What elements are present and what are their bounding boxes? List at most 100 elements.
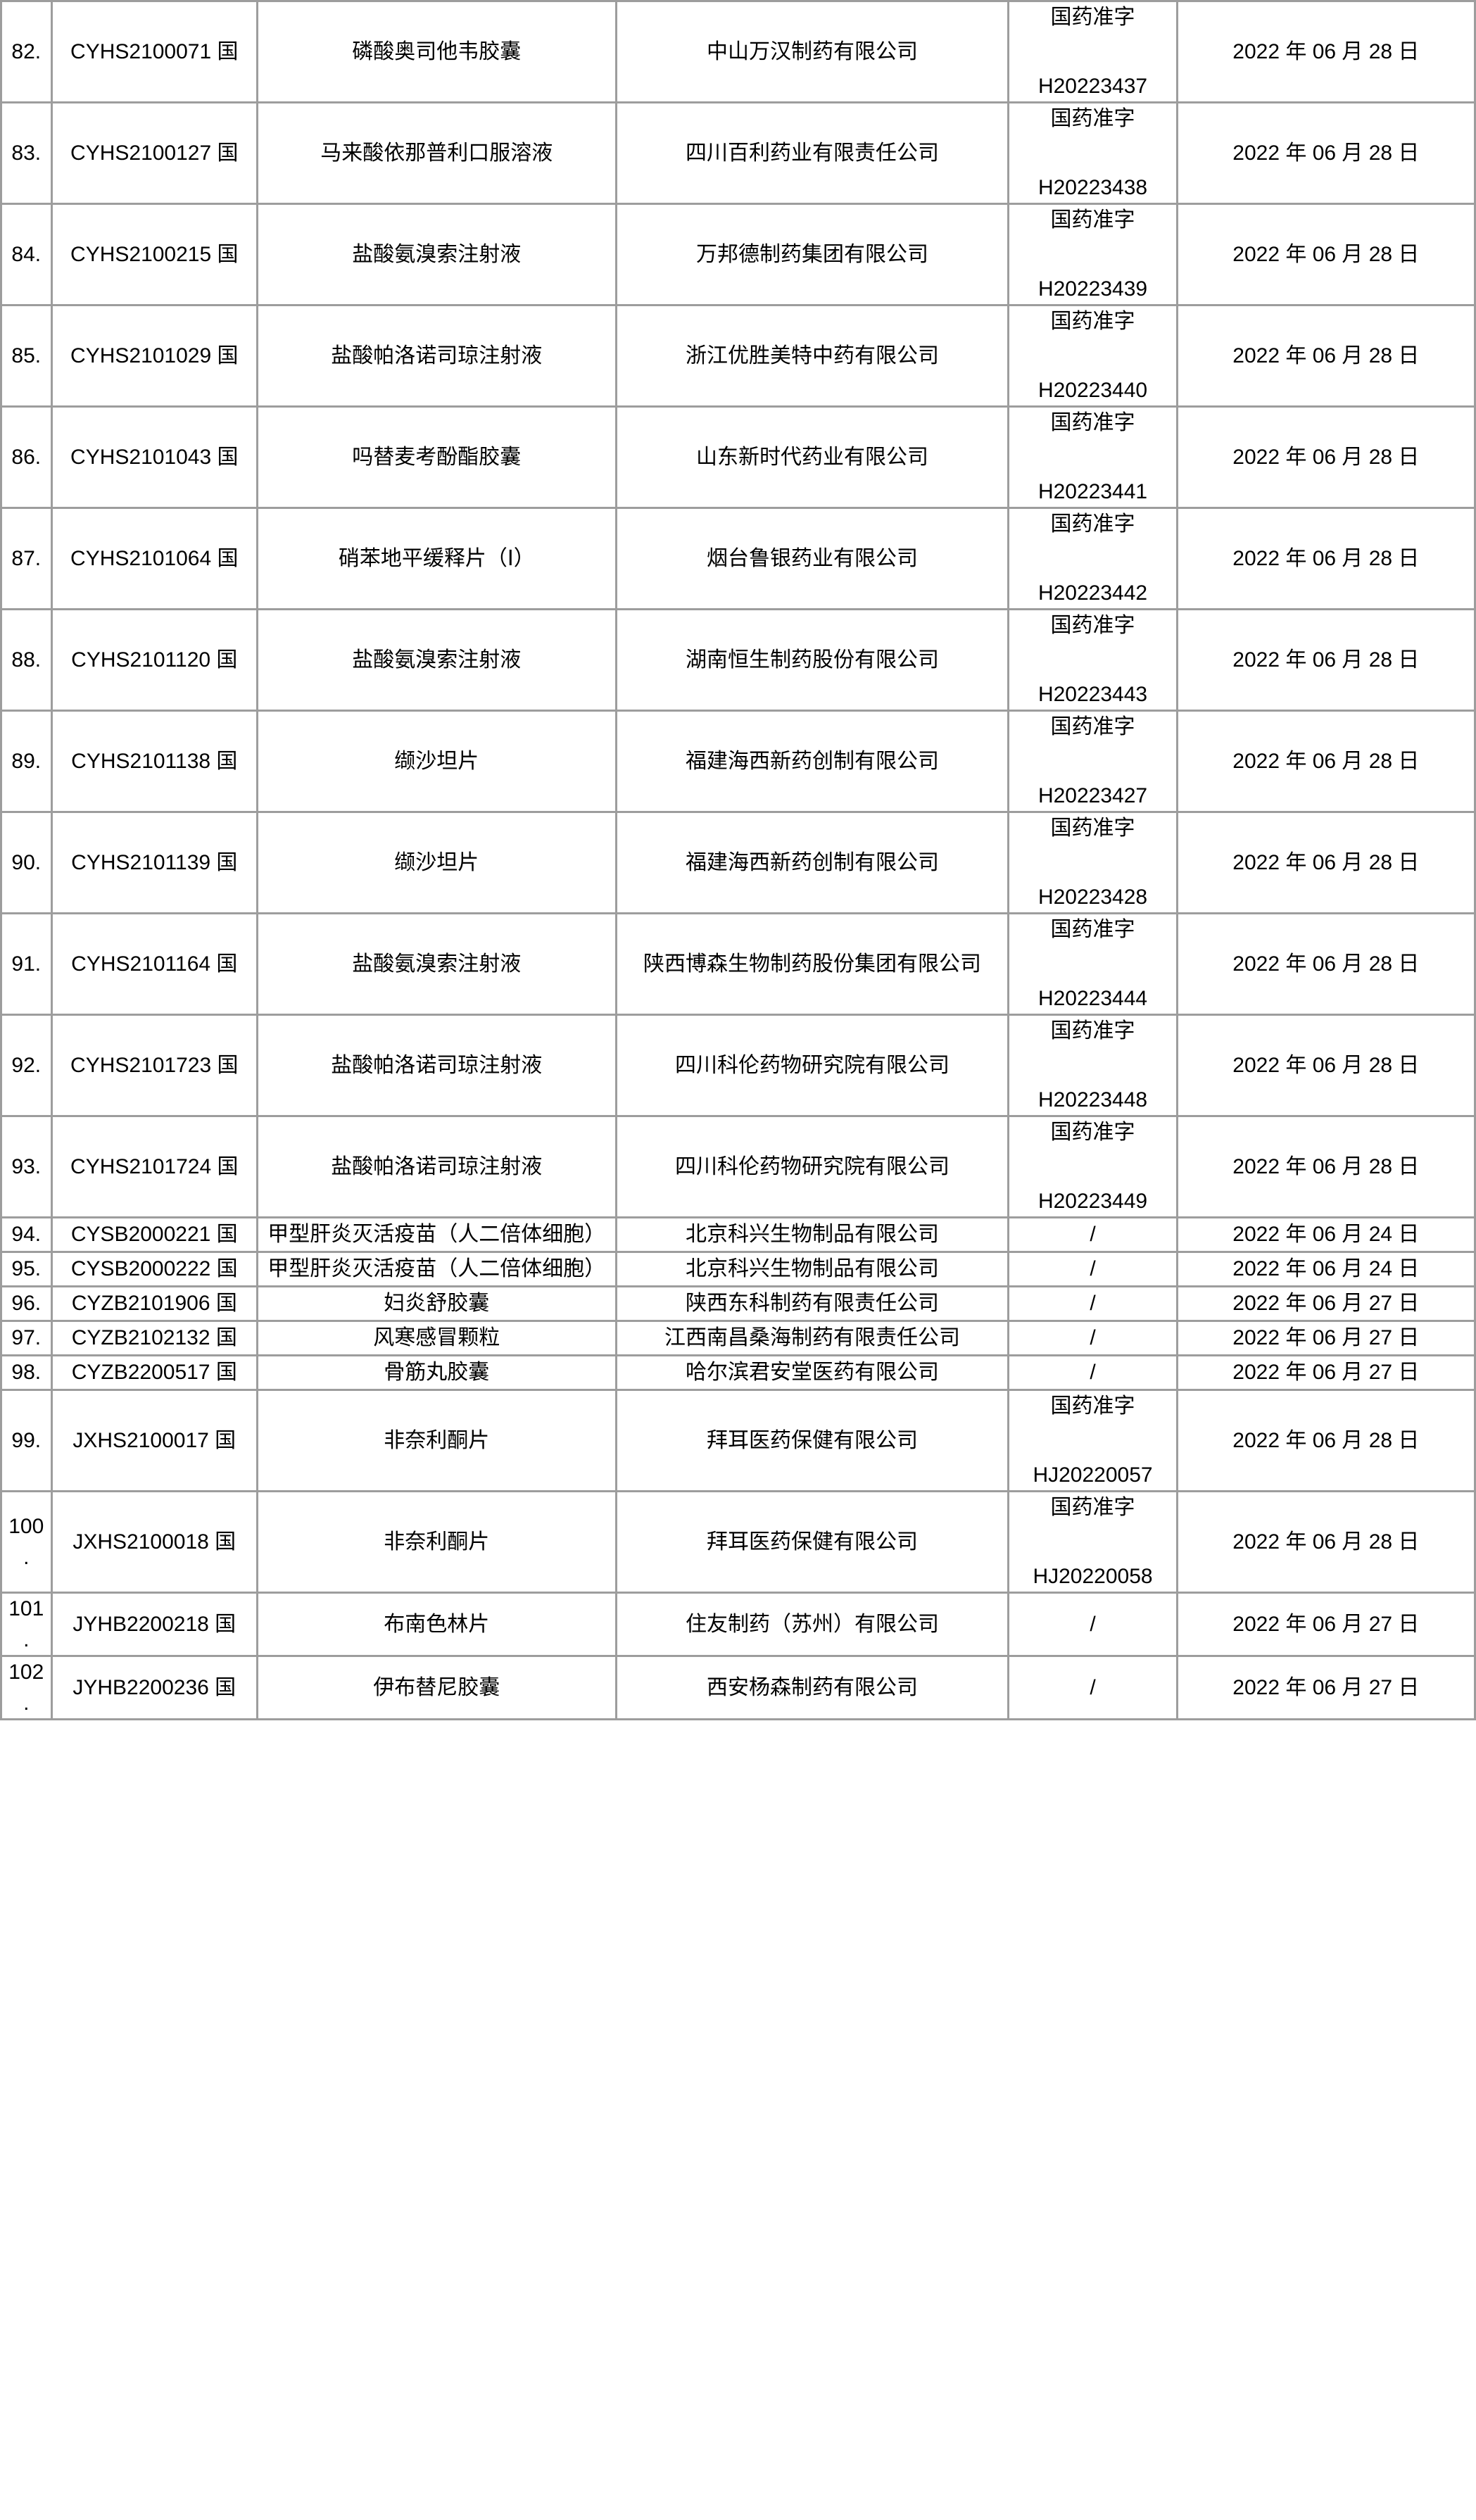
table-row: 92. CYHS2101723 国盐酸帕洛诺司琼注射液 四川科伦药物研究院有限公司国… bbox=[0, 1014, 1476, 1117]
approval-date-cell: 2022 年 06 月 28 日 bbox=[1175, 811, 1476, 914]
table-row: 86. CYHS2101043 国吗替麦考酚酯胶囊 山东新时代药业有限公司 国药准字 H… bbox=[0, 405, 1476, 509]
acceptance-number-cell: CYSB2000221 国 bbox=[50, 1216, 259, 1253]
row-index-cell: 89. bbox=[0, 710, 53, 813]
approval-number-cell: 国药准字 H20223427 bbox=[1007, 710, 1178, 813]
approval-number-cell: 国药准字 H20223428 bbox=[1007, 811, 1178, 914]
table-row: 83. CYHS2100127 国马来酸依那普利口服溶液 四川百利药业有限责任公司国… bbox=[0, 101, 1476, 205]
table-row: 84. CYHS2100215 国盐酸氨溴索注射液 万邦德制药集团有限公司 国药准字 H… bbox=[0, 203, 1476, 306]
approval-number-cell: / bbox=[1007, 1285, 1178, 1322]
row-index-cell: 99. bbox=[0, 1389, 53, 1492]
drug-name-cell: 马来酸依那普利口服溶液 bbox=[256, 101, 617, 205]
drug-approval-table: 82. CYHS2100071 国磷酸奥司他韦胶囊 中山万汉制药有限公司 国药准字 H2… bbox=[0, 0, 1476, 1720]
table-row: 90. CYHS2101139 国缬沙坦片 福建海西新药创制有限公司 国药准字 H202… bbox=[0, 811, 1476, 914]
approval-number-cell: 国药准字 H20223438 bbox=[1007, 101, 1178, 205]
approval-number-cell: / bbox=[1007, 1592, 1178, 1657]
table-row: 85. CYHS2101029 国盐酸帕洛诺司琼注射液 浙江优胜美特中药有限公司 国药… bbox=[0, 304, 1476, 408]
drug-name-cell: 盐酸氨溴索注射液 bbox=[256, 608, 617, 712]
approval-number-cell: 国药准字 HJ20220058 bbox=[1007, 1490, 1178, 1594]
approval-date-cell: 2022 年 06 月 28 日 bbox=[1175, 405, 1476, 509]
table-body: 82. CYHS2100071 国磷酸奥司他韦胶囊 中山万汉制药有限公司 国药准字 H2… bbox=[0, 0, 1476, 1720]
approval-serial: H20223442 bbox=[1037, 581, 1148, 605]
approval-date-cell: 2022 年 06 月 28 日 bbox=[1175, 0, 1476, 103]
approval-number-stack: 国药准字 H20223438 bbox=[1014, 103, 1171, 203]
row-index-cell: 93. bbox=[0, 1115, 53, 1218]
approval-number-cell: / bbox=[1007, 1655, 1178, 1720]
acceptance-number-cell: CYHS2101723 国 bbox=[50, 1014, 259, 1117]
approval-date-cell: 2022 年 06 月 28 日 bbox=[1175, 912, 1476, 1016]
approval-date-cell: 2022 年 06 月 28 日 bbox=[1175, 101, 1476, 205]
manufacturer-cell: 四川科伦药物研究院有限公司 bbox=[614, 1115, 1010, 1218]
manufacturer-cell: 哈尔滨君安堂医药有限公司 bbox=[614, 1354, 1010, 1391]
approval-number-cell: 国药准字 H20223437 bbox=[1007, 0, 1178, 103]
table-row: 91. CYHS2101164 国盐酸氨溴索注射液 陕西博森生物制药股份集团有限公司… bbox=[0, 912, 1476, 1016]
approval-date-cell: 2022 年 06 月 28 日 bbox=[1175, 608, 1476, 712]
approval-number-stack: 国药准字 H20223440 bbox=[1014, 306, 1171, 405]
manufacturer-cell: 北京科兴生物制品有限公司 bbox=[614, 1251, 1010, 1287]
drug-name-cell: 非奈利酮片 bbox=[256, 1490, 617, 1594]
approval-prefix: 国药准字 bbox=[1050, 1121, 1135, 1144]
approval-date-cell: 2022 年 06 月 28 日 bbox=[1175, 1014, 1476, 1117]
manufacturer-cell: 万邦德制药集团有限公司 bbox=[614, 203, 1010, 306]
acceptance-number-cell: CYHS2101724 国 bbox=[50, 1115, 259, 1218]
approval-serial: H20223437 bbox=[1037, 74, 1148, 98]
row-index-cell: 97. bbox=[0, 1320, 53, 1356]
drug-name-cell: 盐酸帕洛诺司琼注射液 bbox=[256, 1115, 617, 1218]
row-index-cell: 102. bbox=[0, 1655, 53, 1720]
approval-number-stack: 国药准字 H20223444 bbox=[1014, 914, 1171, 1014]
drug-name-cell: 缬沙坦片 bbox=[256, 710, 617, 813]
manufacturer-cell: 烟台鲁银药业有限公司 bbox=[614, 507, 1010, 610]
approval-number-cell: / bbox=[1007, 1320, 1178, 1356]
approval-serial: H20223444 bbox=[1037, 986, 1148, 1010]
drug-name-cell: 布南色林片 bbox=[256, 1592, 617, 1657]
approval-date-cell: 2022 年 06 月 28 日 bbox=[1175, 1389, 1476, 1492]
approval-serial: H20223448 bbox=[1037, 1088, 1148, 1111]
approval-date-cell: 2022 年 06 月 24 日 bbox=[1175, 1251, 1476, 1287]
approval-number-stack: 国药准字 H20223427 bbox=[1014, 712, 1171, 811]
approval-prefix: 国药准字 bbox=[1050, 1496, 1135, 1519]
approval-prefix: 国药准字 bbox=[1050, 1394, 1135, 1418]
approval-prefix: 国药准字 bbox=[1050, 918, 1135, 941]
row-index-cell: 101. bbox=[0, 1592, 53, 1657]
row-index-cell: 85. bbox=[0, 304, 53, 408]
row-index-cell: 87. bbox=[0, 507, 53, 610]
acceptance-number-cell: CYSB2000222 国 bbox=[50, 1251, 259, 1287]
table-row: 102. JYHB2200236 国伊布替尼胶囊 西安杨森制药有限公司/2022 年… bbox=[0, 1655, 1476, 1720]
drug-name-cell: 吗替麦考酚酯胶囊 bbox=[256, 405, 617, 509]
acceptance-number-cell: CYHS2101029 国 bbox=[50, 304, 259, 408]
approval-number-stack: 国药准字 H20223443 bbox=[1014, 610, 1171, 710]
manufacturer-cell: 中山万汉制药有限公司 bbox=[614, 0, 1010, 103]
approval-number-cell: 国药准字 H20223442 bbox=[1007, 507, 1178, 610]
approval-date-cell: 2022 年 06 月 27 日 bbox=[1175, 1285, 1476, 1322]
approval-serial: H20223439 bbox=[1037, 277, 1148, 301]
manufacturer-cell: 西安杨森制药有限公司 bbox=[614, 1655, 1010, 1720]
table-row: 94. CYSB2000221 国甲型肝炎灭活疫苗（人二倍体细胞） 北京科兴生物制品… bbox=[0, 1216, 1476, 1253]
approval-prefix: 国药准字 bbox=[1050, 411, 1135, 434]
approval-number-stack: 国药准字 H20223449 bbox=[1014, 1117, 1171, 1216]
approval-serial: H20223427 bbox=[1037, 783, 1148, 807]
manufacturer-cell: 住友制药（苏州）有限公司 bbox=[614, 1592, 1010, 1657]
drug-name-cell: 缬沙坦片 bbox=[256, 811, 617, 914]
approval-date-cell: 2022 年 06 月 28 日 bbox=[1175, 203, 1476, 306]
row-index-cell: 84. bbox=[0, 203, 53, 306]
drug-name-cell: 磷酸奥司他韦胶囊 bbox=[256, 0, 617, 103]
approval-serial: H20223438 bbox=[1037, 175, 1148, 199]
approval-prefix: 国药准字 bbox=[1050, 715, 1135, 738]
table-row: 97. CYZB2102132 国风寒感冒颗粒 江西南昌桑海制药有限责任公司/202… bbox=[0, 1320, 1476, 1356]
approval-prefix: 国药准字 bbox=[1050, 512, 1135, 536]
approval-number-cell: 国药准字 H20223449 bbox=[1007, 1115, 1178, 1218]
approval-prefix: 国药准字 bbox=[1050, 6, 1135, 29]
acceptance-number-cell: JYHB2200218 国 bbox=[50, 1592, 259, 1657]
drug-name-cell: 骨筋丸胶囊 bbox=[256, 1354, 617, 1391]
row-index-cell: 95. bbox=[0, 1251, 53, 1287]
approval-serial: H20223449 bbox=[1037, 1189, 1148, 1213]
approval-number-cell: 国药准字 H20223439 bbox=[1007, 203, 1178, 306]
approval-number-cell: / bbox=[1007, 1216, 1178, 1253]
acceptance-number-cell: CYHS2100127 国 bbox=[50, 101, 259, 205]
row-index-cell: 90. bbox=[0, 811, 53, 914]
approval-number-stack: 国药准字 HJ20220058 bbox=[1014, 1492, 1171, 1592]
approval-serial: H20223440 bbox=[1037, 378, 1148, 402]
drug-name-cell: 妇炎舒胶囊 bbox=[256, 1285, 617, 1322]
table-row: 96. CYZB2101906 国妇炎舒胶囊 陕西东科制药有限责任公司/2022 年… bbox=[0, 1285, 1476, 1322]
acceptance-number-cell: CYHS2101139 国 bbox=[50, 811, 259, 914]
row-index-cell: 91. bbox=[0, 912, 53, 1016]
